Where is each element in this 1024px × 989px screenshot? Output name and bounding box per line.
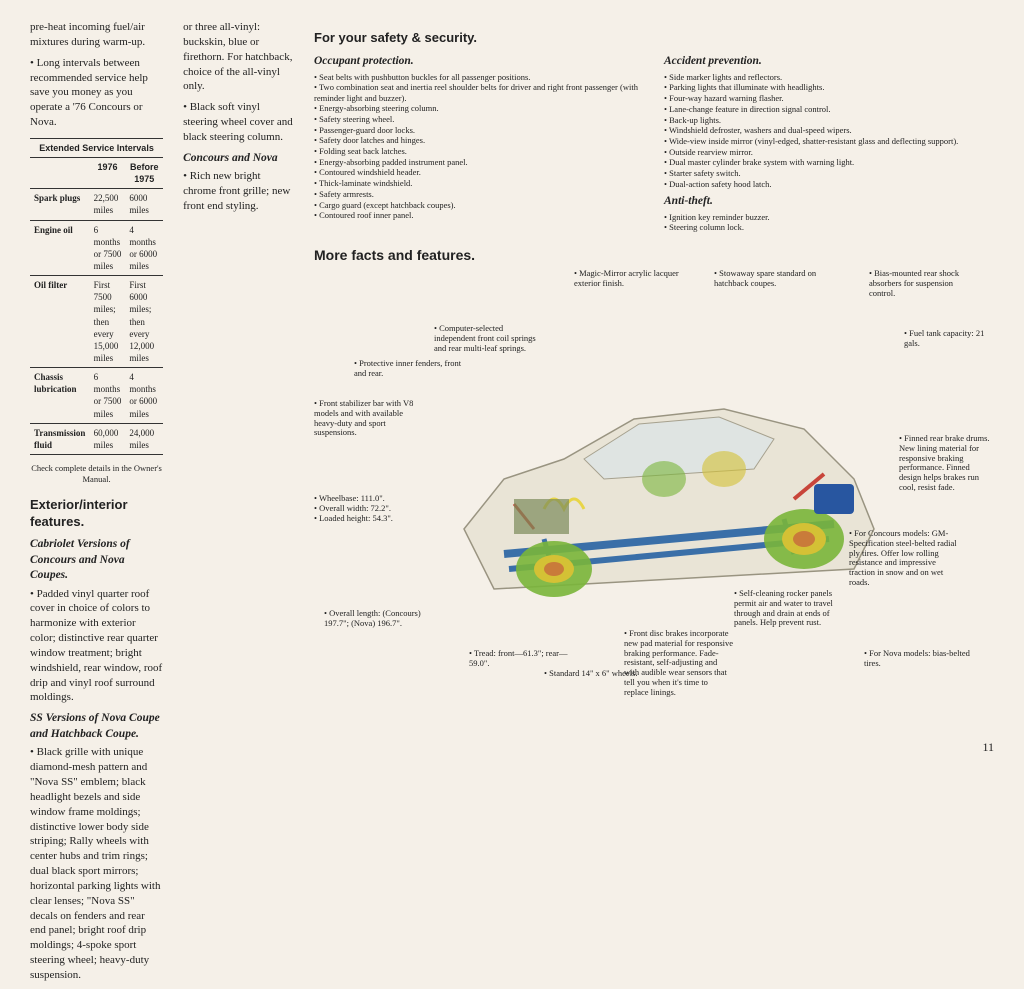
safety-heading: For your safety & security. [314,30,994,45]
table-cell: Oil filter [30,276,90,368]
callout-springs: • Computer-selected independent front co… [434,324,544,353]
service-intervals-table: Extended Service Intervals 1976Before 19… [30,138,163,455]
callout-shocks: • Bias-mounted rear shock absorbers for … [869,269,979,298]
callout-fenders: • Protective inner fenders, front and re… [354,359,464,379]
list-item: Dual-action safety hood latch. [664,179,994,189]
table-cell: 24,000 miles [125,423,163,454]
list-item: Safety steering wheel. [314,114,644,124]
table-header: 1976 [90,158,126,189]
list-item: Contoured windshield header. [314,167,644,177]
list-item: Passenger-guard door locks. [314,125,644,135]
table-cell: First 6000 miles; then every 12,000 mile… [125,276,163,368]
table-cell: Engine oil [30,220,90,276]
list-item: Dual master cylinder brake system with w… [664,157,994,167]
list-item: Lane-change feature in direction signal … [664,104,994,114]
table-cell: Spark plugs [30,189,90,220]
facts-heading: More facts and features. [314,247,994,263]
callout-disc-brakes: • Front disc brakes incorporate new pad … [624,629,734,697]
table-note: Check complete details in the Owner's Ma… [30,463,163,486]
list-item: Folding seat back latches. [314,146,644,156]
exterior-heading: Exterior/interior features. [30,496,163,531]
callout-rocker: • Self-cleaning rocker panels permit air… [734,589,844,628]
table-row: Oil filterFirst 7500 miles; then every 1… [30,276,163,368]
list-item: Starter safety switch. [664,168,994,178]
occupant-heading: Occupant protection. [314,55,644,69]
table-cell: Transmission fluid [30,423,90,454]
intro-para-2: • Long intervals between recommended ser… [30,56,163,130]
occupant-protection: Occupant protection. Seat belts with pus… [314,49,644,233]
table-cell: 60,000 miles [90,423,126,454]
list-item: Back-up lights. [664,115,994,125]
list-item: Outside rearview mirror. [664,147,994,157]
list-item: Two combination seat and inertia reel sh… [314,82,644,102]
cabriolet-heading: Cabriolet Versions of Concours and Nova … [30,537,163,584]
callout-nova-tires: • For Nova models: bias-belted tires. [864,649,974,669]
table-cell: 4 months or 6000 miles [125,220,163,276]
safety-columns: Occupant protection. Seat belts with pus… [314,49,994,233]
accident-prevention: Accident prevention. Side marker lights … [664,49,994,233]
ss-heading: SS Versions of Nova Coupe and Hatchback … [30,711,163,742]
list-item: Safety armrests. [314,189,644,199]
list-item: Cargo guard (except hatchback coupes). [314,200,644,210]
callout-dimensions: • Wheelbase: 111.0". • Overall width: 72… [314,494,393,523]
table-header [30,158,90,189]
callout-stowaway: • Stowaway spare standard on hatchback c… [714,269,824,289]
list-item: Thick-laminate windshield. [314,178,644,188]
list-item: Energy-absorbing padded instrument panel… [314,157,644,167]
callout-fuel: • Fuel tank capacity: 21 gals. [904,329,994,349]
list-item: Energy-absorbing steering column. [314,103,644,113]
col2-p2: • Black soft vinyl steering wheel cover … [183,100,294,145]
list-item: Ignition key reminder buzzer. [664,212,994,222]
list-item: Four-way hazard warning flasher. [664,93,994,103]
table-cell: 6000 miles [125,189,163,220]
table-row: Engine oil6 months or 7500 miles4 months… [30,220,163,276]
callout-tread: • Tread: front—61.3"; rear—59.0". [469,649,579,669]
callout-concours-tires: • For Concours models: GM-Specification … [849,529,959,588]
ss-text: • Black grille with unique diamond-mesh … [30,745,163,983]
col2-p1: or three all-vinyl: buckskin, blue or fi… [183,20,294,94]
table-row: Transmission fluid60,000 miles24,000 mil… [30,423,163,454]
callout-rear-drums: • Finned rear brake drums. New lining ma… [899,434,994,493]
table-cell: 6 months or 7500 miles [90,368,126,424]
right-column: For your safety & security. Occupant pro… [314,20,994,989]
intro-para-1: pre-heat incoming fuel/air mixtures duri… [30,20,163,50]
table-row: Chassis lubrication6 months or 7500 mile… [30,368,163,424]
callout-stabilizer: • Front stabilizer bar with V8 models an… [314,399,424,438]
list-item: Safety door latches and hinges. [314,135,644,145]
left-column: pre-heat incoming fuel/air mixtures duri… [30,20,163,989]
list-item: Wide-view inside mirror (vinyl-edged, sh… [664,136,994,146]
list-item: Parking lights that illuminate with head… [664,82,994,92]
table-cell: Chassis lubrication [30,368,90,424]
list-item: Windshield defroster, washers and dual-s… [664,125,994,135]
table-cell: 4 months or 6000 miles [125,368,163,424]
concours-heading: Concours and Nova [183,151,294,167]
page-number: 11 [982,740,994,755]
list-item: Seat belts with pushbutton buckles for a… [314,72,644,82]
concours-text: • Rich new bright chrome front grille; n… [183,169,294,214]
antitheft-heading: Anti-theft. [664,195,994,209]
list-item: Steering column lock. [664,222,994,232]
callout-magic-mirror: • Magic-Mirror acrylic lacquer exterior … [574,269,684,289]
car-diagram: • Magic-Mirror acrylic lacquer exterior … [314,269,994,739]
callout-length: • Overall length: (Concours) 197.7"; (No… [324,609,434,629]
table-title: Extended Service Intervals [30,138,163,157]
table-row: Spark plugs22,500 miles6000 miles [30,189,163,220]
list-item: Side marker lights and reflectors. [664,72,994,82]
table-cell: First 7500 miles; then every 15,000 mile… [90,276,126,368]
accident-heading: Accident prevention. [664,55,994,69]
list-item: Contoured roof inner panel. [314,210,644,220]
cabriolet-text: • Padded vinyl quarter roof cover in cho… [30,587,163,706]
table-cell: 22,500 miles [90,189,126,220]
table-cell: 6 months or 7500 miles [90,220,126,276]
table-header: Before 1975 [125,158,163,189]
middle-column: or three all-vinyl: buckskin, blue or fi… [183,20,294,989]
